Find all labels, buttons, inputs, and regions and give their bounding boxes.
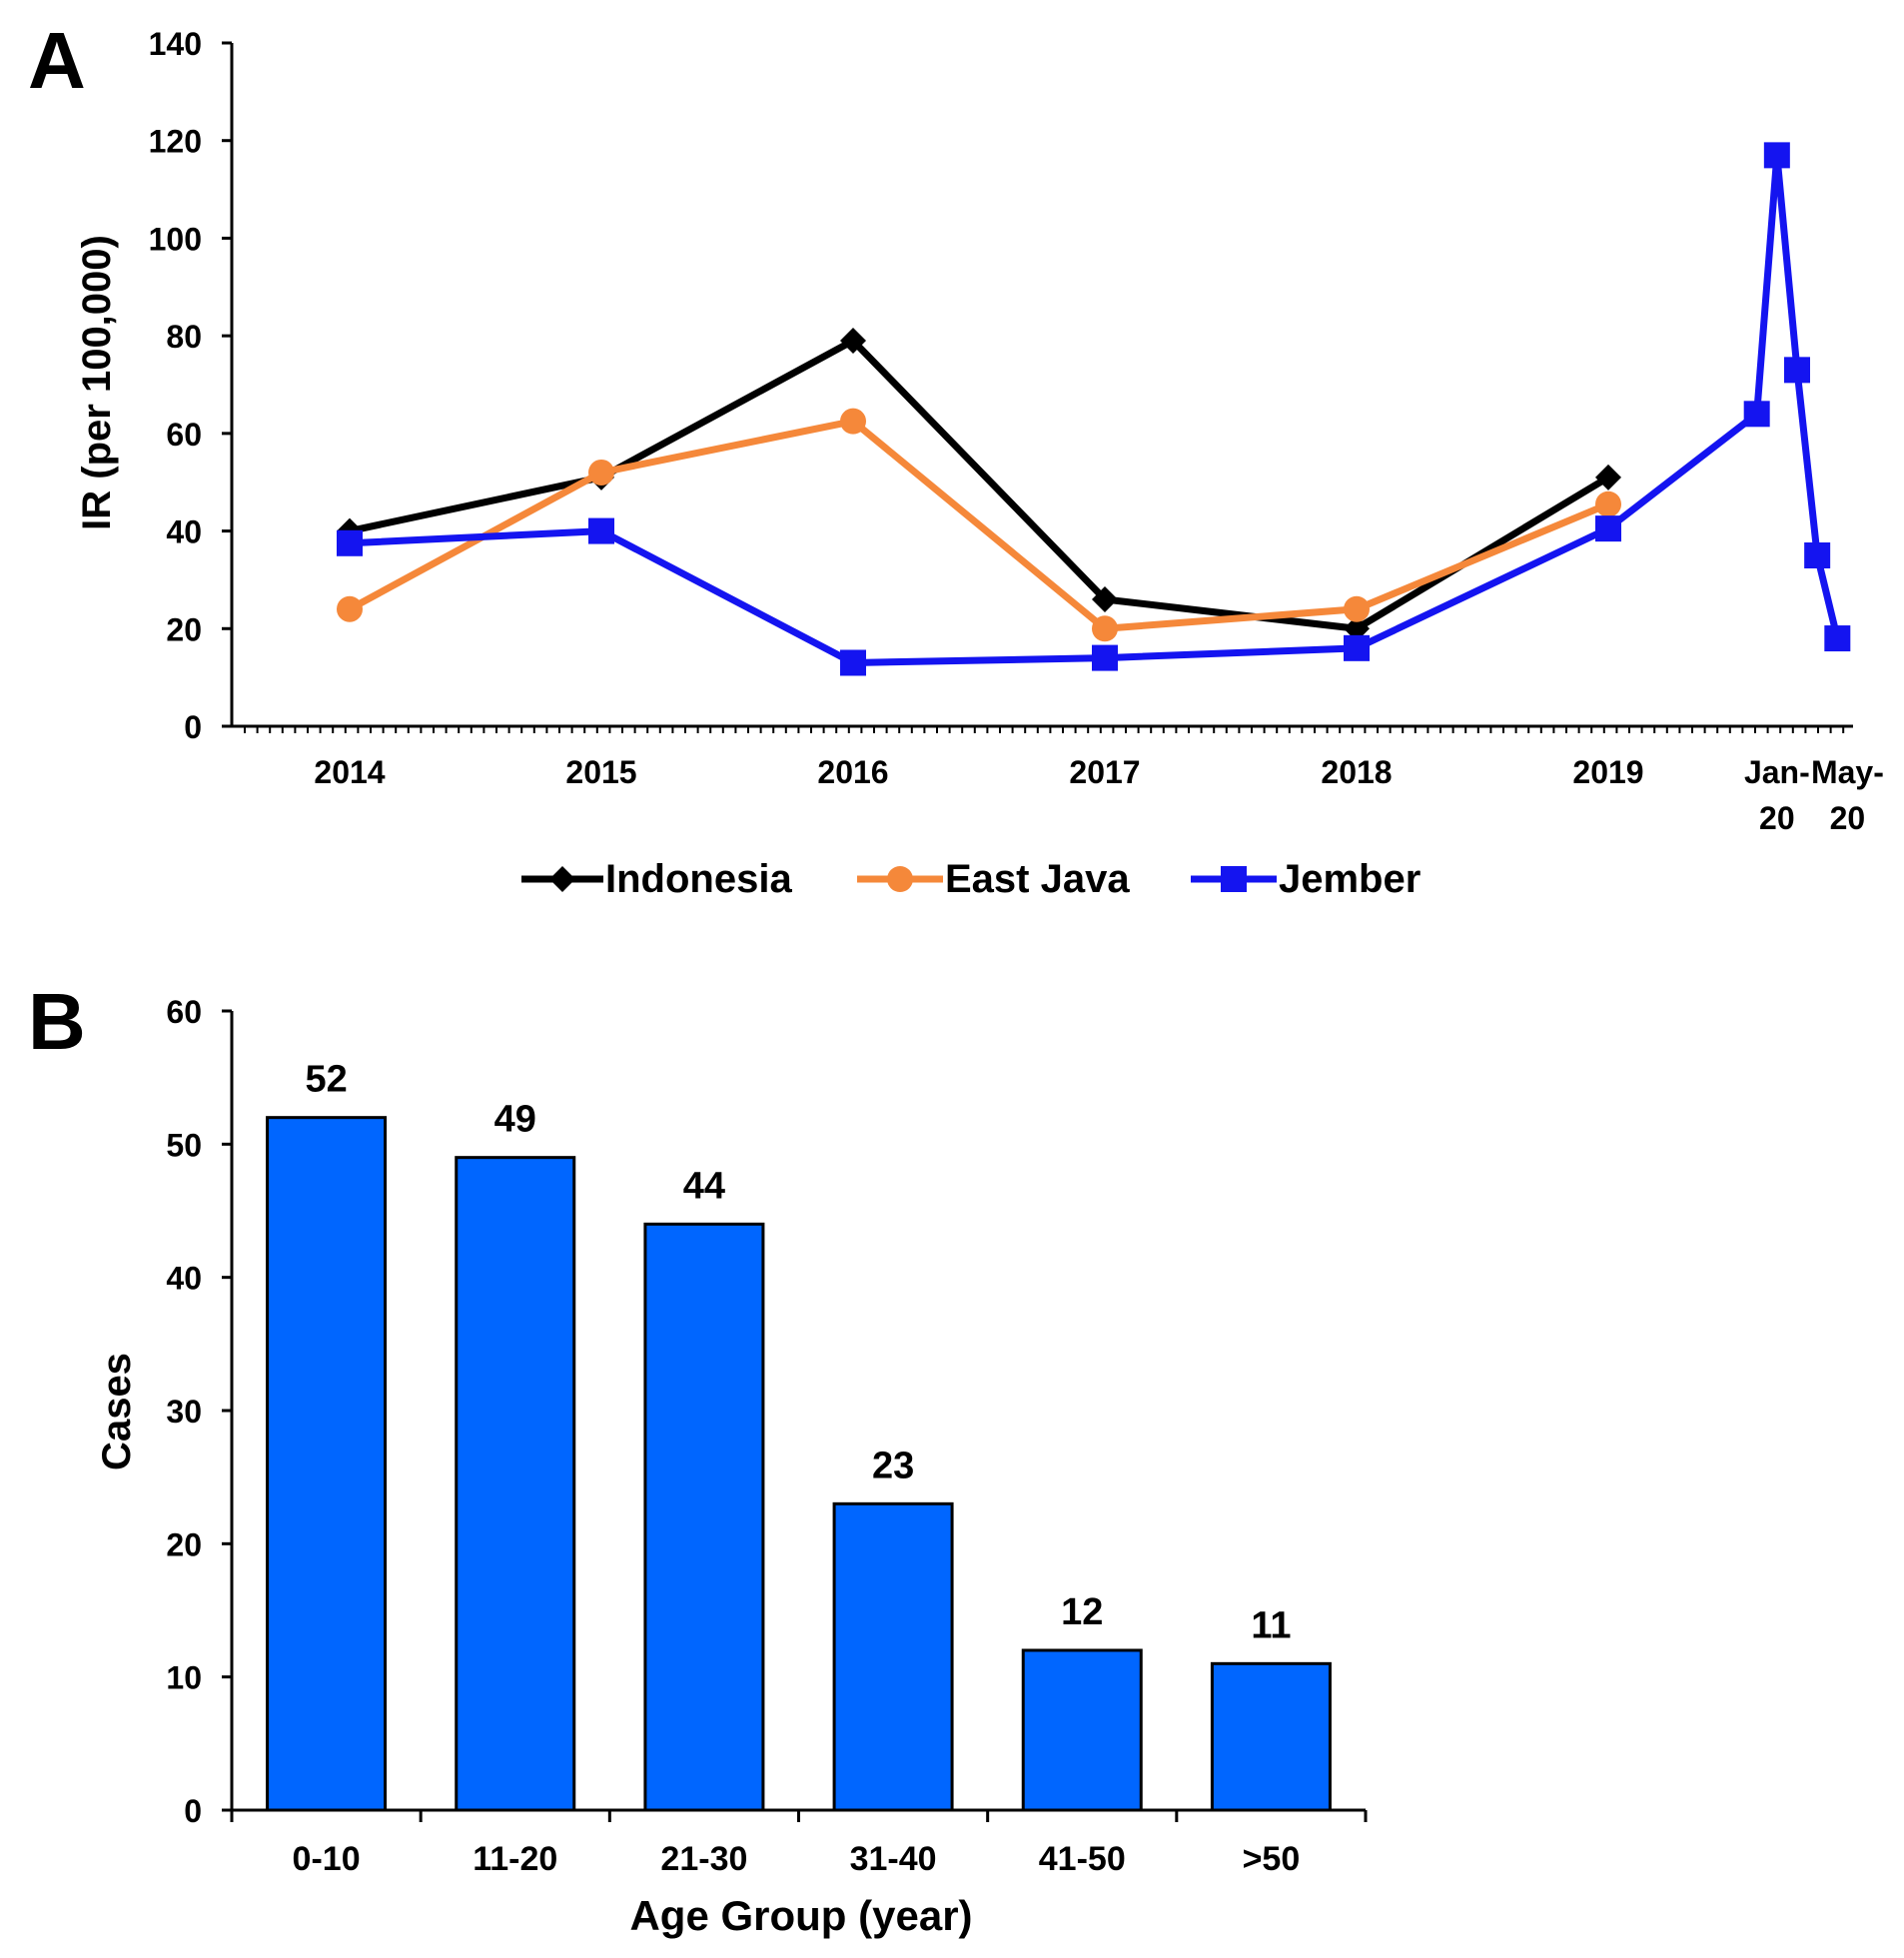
- a-legend-item-east-java: East Java: [857, 857, 1130, 901]
- panel-b-axes: [230, 1011, 1368, 1822]
- b-data-label: 11: [1251, 1604, 1291, 1646]
- a-legend-marker-jember: [1221, 866, 1247, 892]
- b-x-tick-label: 0-10: [293, 1840, 361, 1878]
- a-y-tick-label: 100: [149, 221, 202, 257]
- b-bar: [1210, 1661, 1332, 1812]
- b-y-tick-label: 0: [184, 1793, 202, 1829]
- a-series-indonesia: [337, 328, 1621, 642]
- b-x-tick-label: 11-20: [473, 1840, 557, 1878]
- a-point-indonesia: [1595, 464, 1621, 490]
- a-point-east-java: [1092, 615, 1118, 642]
- b-data-label: 52: [305, 1059, 347, 1101]
- panel-b-y-axis-label: Cases: [95, 1353, 139, 1470]
- a-x-tick-label: 2015: [565, 754, 636, 790]
- b-x-tick-label: 41-50: [1039, 1840, 1126, 1878]
- a-legend-label-indonesia: Indonesia: [605, 857, 792, 901]
- b-x-tick-label: 21-30: [660, 1840, 747, 1878]
- b-data-label: 23: [872, 1445, 914, 1486]
- b-x-tick-label: 31-40: [850, 1840, 937, 1878]
- a-point-jember: [1092, 644, 1118, 671]
- a-point-east-java: [1344, 595, 1370, 622]
- a-x-tick-label: 2018: [1321, 754, 1392, 790]
- a-point-east-java: [840, 408, 866, 435]
- b-bar: [832, 1501, 954, 1812]
- a-x-tick-label: Jan-: [1744, 754, 1810, 790]
- a-point-jember: [337, 529, 363, 556]
- a-point-jember: [1784, 357, 1810, 384]
- a-series-line-indonesia: [349, 337, 1610, 632]
- a-point-jember: [1804, 542, 1831, 568]
- panel-b-x-ticks: 0-10 11-20 21-30 31-40 41-50 >50: [293, 1840, 1301, 1878]
- b-y-tick-label: 10: [166, 1660, 202, 1696]
- a-x-tick-label: 2016: [817, 754, 888, 790]
- a-legend-item-jember: Jember: [1191, 857, 1421, 901]
- a-x-tick-label: 2019: [1572, 754, 1643, 790]
- a-series-east-java: [337, 408, 1621, 642]
- a-point-indonesia: [1344, 615, 1370, 642]
- a-y-tick-label: 80: [166, 319, 202, 355]
- a-series-jember: [337, 142, 1851, 676]
- a-point-east-java: [588, 459, 614, 486]
- b-bar: [455, 1156, 576, 1812]
- a-point-jember: [1763, 142, 1790, 169]
- a-point-east-java: [1595, 490, 1621, 517]
- a-x-tick-label: 20: [1830, 800, 1866, 836]
- a-point-jember: [588, 517, 614, 544]
- a-point-jember: [1344, 634, 1370, 661]
- b-bar: [266, 1116, 388, 1812]
- a-legend-item-indonesia: Indonesia: [521, 857, 792, 901]
- b-data-label: 49: [494, 1099, 536, 1141]
- b-y-tick-label: 30: [166, 1394, 202, 1430]
- a-series-line-east-java: [348, 418, 1610, 632]
- a-legend-label-east-java: East Java: [945, 857, 1130, 901]
- a-x-tick-label: 2017: [1069, 754, 1140, 790]
- a-x-tick-label: May-: [1811, 754, 1884, 790]
- a-legend-label-jember: Jember: [1279, 857, 1421, 901]
- a-y-tick-label: 0: [184, 709, 202, 745]
- a-point-jember: [1743, 401, 1770, 428]
- a-y-tick-label: 120: [149, 124, 202, 160]
- panel-a-y-ticks: 0 20 40 60 80 100 120 140: [149, 26, 232, 745]
- a-legend-marker-indonesia: [549, 866, 575, 892]
- a-y-tick-label: 20: [166, 611, 202, 647]
- a-y-tick-label: 60: [166, 417, 202, 453]
- a-point-jember: [1824, 625, 1851, 652]
- a-point-jember: [1595, 515, 1621, 542]
- a-x-tick-label: 2014: [314, 754, 385, 790]
- a-x-tick-label: 20: [1759, 800, 1795, 836]
- b-data-label: 12: [1061, 1591, 1103, 1633]
- b-x-tick-label: >50: [1243, 1840, 1301, 1878]
- a-point-east-java: [337, 595, 363, 622]
- a-point-jember: [840, 649, 866, 676]
- panel-b-y-ticks: 0 10 20 30 40 50 60: [166, 994, 232, 1829]
- b-y-tick-label: 60: [166, 994, 202, 1030]
- panel-a-axes: [230, 43, 1853, 733]
- b-y-tick-label: 50: [166, 1127, 202, 1163]
- panel-a-legend: Indonesia East Java Jember: [521, 857, 1421, 901]
- panel-a-label: A: [28, 16, 86, 105]
- panel-a-y-axis-label: IR (per 100,000): [75, 235, 119, 530]
- panel-a-x-ticks: 2014 2015 2016 2017 2018 2019 Jan- 20 May- 20: [314, 754, 1883, 836]
- b-bar: [1021, 1648, 1143, 1812]
- b-y-tick-label: 20: [166, 1526, 202, 1562]
- panel-b-bars: 52 49 44 23 12 11: [266, 1059, 1332, 1812]
- b-data-label: 44: [683, 1165, 725, 1207]
- b-bar: [643, 1222, 765, 1812]
- a-point-indonesia: [840, 328, 866, 355]
- a-y-tick-label: 40: [166, 514, 202, 550]
- panel-b-label: B: [28, 977, 86, 1066]
- a-y-tick-label: 140: [149, 26, 202, 62]
- b-y-tick-label: 40: [166, 1261, 202, 1297]
- a-legend-marker-east-java: [887, 866, 913, 892]
- panel-b-bar-chart: B 0 10 20 30 40 50 60 52 49 44 23 12 11 0-10 11-20 21…: [28, 977, 1368, 1939]
- a-point-indonesia: [1092, 585, 1118, 612]
- panel-b-x-axis-label: Age Group (year): [629, 1892, 972, 1939]
- panel-a-series: [337, 142, 1851, 676]
